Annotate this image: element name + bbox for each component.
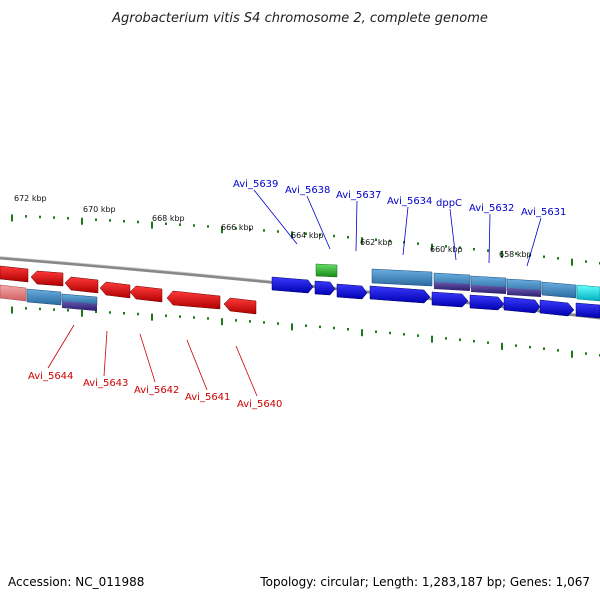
gene-forward-7[interactable] (503, 296, 541, 314)
label-avi-5643[interactable]: Avi_5643 (83, 378, 128, 389)
gene-reverse-5[interactable] (129, 285, 163, 303)
tick-label-660: 660 kbp (430, 245, 463, 254)
tick-label-658: 658 kbp (499, 250, 532, 259)
gene-operon-bottom-3[interactable] (507, 288, 541, 297)
label-avi-5642[interactable]: Avi_5642 (134, 385, 179, 396)
gene-forward-5[interactable] (431, 291, 469, 308)
gene-operon-bottom-2[interactable] (471, 285, 506, 294)
tick-label-666: 666 kbp (221, 223, 254, 232)
inner-tick-marks (11, 306, 600, 358)
forward-labels: Avi_5639 Avi_5638 Avi_5637 Avi_5634 dppC… (233, 179, 566, 218)
gene-operon-bottom-1[interactable] (434, 282, 470, 291)
label-avi-5634[interactable]: Avi_5634 (387, 196, 432, 207)
forward-label-lines (253, 189, 542, 267)
gene-operon-top-5[interactable] (541, 281, 577, 299)
gene-reverse-1[interactable] (0, 265, 29, 283)
gene-forward-3[interactable] (336, 283, 368, 300)
tick-label-662: 662 kbp (360, 238, 393, 247)
gene-forward-4[interactable] (369, 285, 431, 304)
gene-reverse-6[interactable] (166, 290, 221, 310)
gene-cyan[interactable] (576, 284, 600, 302)
label-avi-5640[interactable]: Avi_5640 (237, 399, 282, 410)
label-avi-5631[interactable]: Avi_5631 (521, 207, 566, 218)
label-avi-5641[interactable]: Avi_5641 (185, 392, 230, 403)
forward-strand-genes (271, 263, 600, 319)
label-avi-5637[interactable]: Avi_5637 (336, 190, 381, 201)
reverse-strand-genes (0, 265, 257, 315)
gene-forward-6[interactable] (469, 294, 505, 311)
gene-forward-1[interactable] (271, 276, 314, 294)
tick-labels: 672 kbp 670 kbp 668 kbp 666 kbp 664 kbp … (14, 194, 532, 259)
gene-reverse-7[interactable] (223, 297, 257, 315)
gene-reverse-4[interactable] (99, 281, 131, 299)
gene-pink[interactable] (0, 284, 27, 302)
reverse-labels: Avi_5644 Avi_5643 Avi_5642 Avi_5641 Avi_… (28, 371, 282, 410)
gene-forward-2[interactable] (314, 280, 336, 296)
tick-label-668: 668 kbp (152, 214, 185, 223)
gene-operon-reverse-bottom[interactable] (62, 301, 97, 311)
summary-text: Topology: circular; Length: 1,283,187 bp… (259, 575, 590, 589)
tick-label-664: 664 kbp (291, 231, 324, 240)
label-avi-5632[interactable]: Avi_5632 (469, 203, 514, 214)
gene-reverse-2[interactable] (30, 270, 64, 287)
label-dppc[interactable]: dppC (436, 198, 462, 209)
label-avi-5639[interactable]: Avi_5639 (233, 179, 278, 190)
gene-forward-9[interactable] (575, 302, 600, 319)
gene-green[interactable] (315, 263, 338, 278)
gene-operon-reverse-top[interactable] (26, 288, 62, 306)
tick-label-672: 672 kbp (14, 194, 47, 203)
map-title: Agrobacterium vitis S4 chromosome 2, com… (111, 11, 488, 26)
gene-reverse-3[interactable] (64, 276, 99, 294)
label-avi-5638[interactable]: Avi_5638 (285, 185, 330, 196)
tick-label-670: 670 kbp (83, 205, 116, 214)
label-avi-5644[interactable]: Avi_5644 (28, 371, 73, 382)
reverse-label-lines (47, 324, 258, 397)
gene-forward-8[interactable] (539, 299, 575, 317)
accession-text: Accession: NC_011988 (8, 575, 144, 589)
gene-operon-top-1[interactable] (371, 268, 433, 287)
